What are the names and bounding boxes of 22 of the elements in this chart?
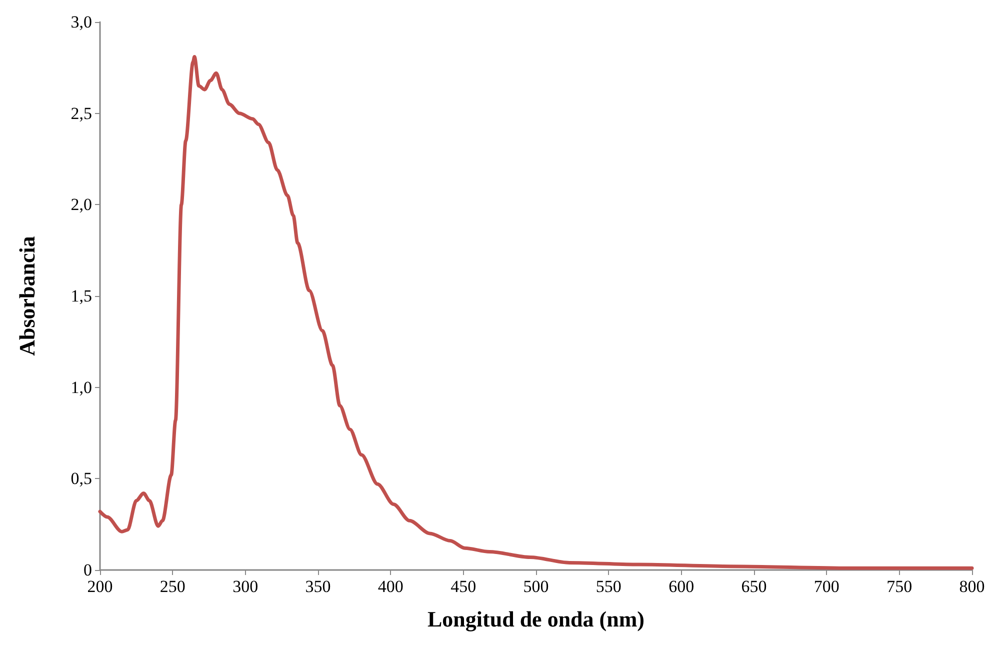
y-tick-label: 1,0: [70, 378, 92, 397]
x-tick-label: 600: [668, 577, 694, 596]
y-tick-label: 0: [84, 560, 92, 580]
x-tick-label: 450: [450, 577, 476, 596]
y-axis-title: Absorbancia: [14, 236, 40, 356]
y-tick-label: 2,0: [70, 195, 92, 214]
x-tick-label: 800: [959, 577, 985, 596]
x-tick-label: 700: [814, 577, 840, 596]
x-tick-label: 300: [232, 577, 258, 596]
x-tick-label: 500: [523, 577, 549, 596]
x-tick-label: 750: [886, 577, 912, 596]
y-tick-label: 2,5: [70, 104, 92, 123]
x-tick-label: 200: [87, 577, 113, 596]
x-tick-label: 400: [378, 577, 404, 596]
x-tick-label: 350: [305, 577, 331, 596]
x-axis-title: Longitud de onda (nm): [427, 606, 645, 632]
x-tick-label: 550: [596, 577, 622, 596]
y-tick-label: 0,5: [70, 469, 92, 488]
x-tick-label: 650: [741, 577, 767, 596]
y-tick-label: 1,5: [70, 286, 92, 306]
x-tick-label: 250: [160, 577, 186, 596]
y-tick-label: 3,0: [70, 12, 92, 32]
